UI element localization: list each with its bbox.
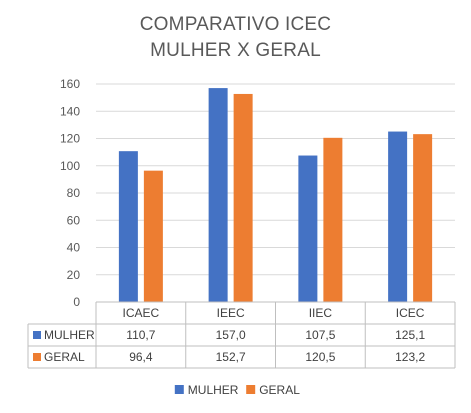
y-tick-label: 0 (73, 295, 80, 309)
bar-mulher (298, 155, 318, 302)
category-label: ICAEC (123, 306, 160, 320)
y-tick-label: 40 (67, 241, 81, 255)
category-label: IIEC (309, 306, 333, 320)
legend-key (174, 385, 184, 394)
data-value-label: 125,1 (395, 328, 425, 342)
chart-subtitle: MULHER X GERAL (150, 40, 321, 61)
data-value-label: 120,5 (305, 350, 335, 364)
table-series-name: GERAL (44, 350, 85, 364)
legend-label: MULHER (188, 383, 239, 397)
y-tick-label: 100 (60, 159, 80, 173)
bar-geral (143, 170, 163, 302)
category-label: ICEC (396, 306, 425, 320)
category-label: IEEC (217, 306, 245, 320)
bar-geral (233, 93, 253, 302)
table-series-name: MULHER (44, 328, 95, 342)
y-tick-label: 20 (67, 268, 81, 282)
y-tick-label: 160 (60, 77, 80, 91)
y-tick-label: 140 (60, 104, 80, 118)
bar-mulher (208, 88, 228, 303)
data-value-label: 110,7 (126, 328, 155, 342)
data-value-label: 157,0 (216, 328, 246, 342)
data-value-label: 152,7 (216, 350, 246, 364)
table-legend-key (33, 353, 41, 361)
bar-mulher (388, 131, 408, 302)
bar-mulher (118, 151, 138, 302)
legend-label: GERAL (259, 383, 300, 397)
y-tick-label: 120 (60, 132, 80, 146)
chart-title: COMPARATIVO ICEC (139, 14, 332, 35)
y-tick-label: 60 (67, 213, 81, 227)
data-value-label: 96,4 (129, 350, 153, 364)
legend-key (246, 385, 256, 394)
y-tick-label: 80 (67, 186, 81, 200)
table-legend-key (33, 331, 41, 339)
data-value-label: 107,5 (305, 328, 335, 342)
data-value-label: 123,2 (395, 350, 425, 364)
bar-geral (413, 134, 433, 302)
bar-geral (323, 137, 343, 302)
